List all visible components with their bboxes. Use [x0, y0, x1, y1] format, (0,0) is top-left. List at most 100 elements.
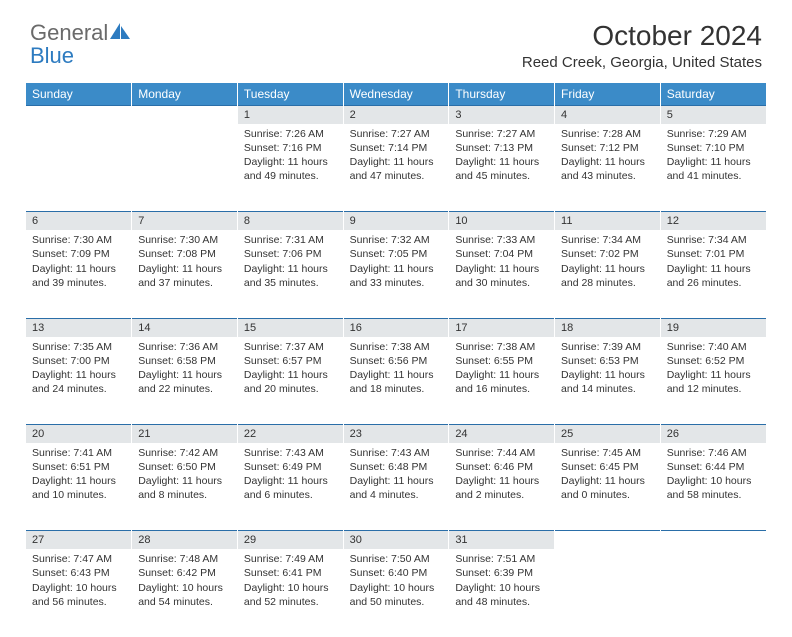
day-number-cell: 21	[132, 425, 238, 443]
sunset-line: Sunset: 7:00 PM	[32, 354, 125, 368]
day-number-cell: 24	[449, 425, 555, 443]
weekday-header: Sunday	[26, 83, 132, 106]
sunset-line: Sunset: 6:42 PM	[138, 566, 231, 580]
sunrise-line: Sunrise: 7:50 AM	[350, 552, 443, 566]
day-content-cell	[660, 549, 766, 637]
day-content-cell: Sunrise: 7:45 AMSunset: 6:45 PMDaylight:…	[555, 443, 661, 531]
weekday-header: Tuesday	[237, 83, 343, 106]
daylight-line: Daylight: 10 hours and 56 minutes.	[32, 581, 125, 609]
daylight-line: Daylight: 11 hours and 16 minutes.	[455, 368, 548, 396]
day-number-cell: 9	[343, 212, 449, 230]
day-content-cell: Sunrise: 7:33 AMSunset: 7:04 PMDaylight:…	[449, 230, 555, 318]
sunset-line: Sunset: 6:41 PM	[244, 566, 337, 580]
sunset-line: Sunset: 7:04 PM	[455, 247, 548, 261]
sunrise-line: Sunrise: 7:29 AM	[667, 127, 760, 141]
sunset-line: Sunset: 6:44 PM	[667, 460, 760, 474]
day-content-cell	[132, 124, 238, 212]
day-content-cell: Sunrise: 7:51 AMSunset: 6:39 PMDaylight:…	[449, 549, 555, 637]
daylight-line: Daylight: 11 hours and 35 minutes.	[244, 262, 337, 290]
sunset-line: Sunset: 6:55 PM	[455, 354, 548, 368]
day-number-cell: 23	[343, 425, 449, 443]
day-number-cell: 15	[237, 318, 343, 336]
day-number-cell: 30	[343, 531, 449, 549]
sunset-line: Sunset: 6:58 PM	[138, 354, 231, 368]
day-content-cell: Sunrise: 7:43 AMSunset: 6:48 PMDaylight:…	[343, 443, 449, 531]
daylight-line: Daylight: 10 hours and 52 minutes.	[244, 581, 337, 609]
sunset-line: Sunset: 7:09 PM	[32, 247, 125, 261]
logo-sail-icon	[109, 22, 131, 40]
sunset-line: Sunset: 6:50 PM	[138, 460, 231, 474]
daylight-line: Daylight: 11 hours and 18 minutes.	[350, 368, 443, 396]
day-content-cell: Sunrise: 7:32 AMSunset: 7:05 PMDaylight:…	[343, 230, 449, 318]
day-number-cell	[132, 106, 238, 124]
day-content-cell: Sunrise: 7:43 AMSunset: 6:49 PMDaylight:…	[237, 443, 343, 531]
day-content-cell: Sunrise: 7:38 AMSunset: 6:55 PMDaylight:…	[449, 337, 555, 425]
day-number-cell: 7	[132, 212, 238, 230]
day-number-cell: 6	[26, 212, 132, 230]
day-number-cell: 16	[343, 318, 449, 336]
day-number-cell: 25	[555, 425, 661, 443]
day-number-cell: 26	[660, 425, 766, 443]
daylight-line: Daylight: 11 hours and 4 minutes.	[350, 474, 443, 502]
sunset-line: Sunset: 7:01 PM	[667, 247, 760, 261]
sunrise-line: Sunrise: 7:49 AM	[244, 552, 337, 566]
sunset-line: Sunset: 6:51 PM	[32, 460, 125, 474]
day-number-cell: 5	[660, 106, 766, 124]
day-number-cell: 11	[555, 212, 661, 230]
day-content-cell: Sunrise: 7:47 AMSunset: 6:43 PMDaylight:…	[26, 549, 132, 637]
sunset-line: Sunset: 6:39 PM	[455, 566, 548, 580]
location: Reed Creek, Georgia, United States	[522, 54, 762, 71]
sunset-line: Sunset: 6:56 PM	[350, 354, 443, 368]
daylight-line: Daylight: 11 hours and 26 minutes.	[667, 262, 760, 290]
sunrise-line: Sunrise: 7:46 AM	[667, 446, 760, 460]
day-number-cell: 4	[555, 106, 661, 124]
day-number-cell: 14	[132, 318, 238, 336]
day-content-cell: Sunrise: 7:39 AMSunset: 6:53 PMDaylight:…	[555, 337, 661, 425]
sunset-line: Sunset: 7:05 PM	[350, 247, 443, 261]
sunrise-line: Sunrise: 7:40 AM	[667, 340, 760, 354]
weekday-header: Monday	[132, 83, 238, 106]
sunset-line: Sunset: 6:40 PM	[350, 566, 443, 580]
sunset-line: Sunset: 7:14 PM	[350, 141, 443, 155]
day-content-cell: Sunrise: 7:36 AMSunset: 6:58 PMDaylight:…	[132, 337, 238, 425]
sunrise-line: Sunrise: 7:37 AM	[244, 340, 337, 354]
sunset-line: Sunset: 7:12 PM	[561, 141, 654, 155]
sunset-line: Sunset: 7:08 PM	[138, 247, 231, 261]
day-number-cell: 31	[449, 531, 555, 549]
logo-word2: Blue	[30, 43, 74, 68]
day-number-row: 6789101112	[26, 212, 766, 230]
daylight-line: Daylight: 11 hours and 2 minutes.	[455, 474, 548, 502]
sunrise-line: Sunrise: 7:33 AM	[455, 233, 548, 247]
day-content-cell: Sunrise: 7:30 AMSunset: 7:09 PMDaylight:…	[26, 230, 132, 318]
sunrise-line: Sunrise: 7:34 AM	[561, 233, 654, 247]
weekday-header-row: SundayMondayTuesdayWednesdayThursdayFrid…	[26, 83, 766, 106]
sunrise-line: Sunrise: 7:45 AM	[561, 446, 654, 460]
sunrise-line: Sunrise: 7:38 AM	[350, 340, 443, 354]
day-number-cell	[555, 531, 661, 549]
daylight-line: Daylight: 11 hours and 45 minutes.	[455, 155, 548, 183]
daylight-line: Daylight: 11 hours and 6 minutes.	[244, 474, 337, 502]
weekday-header: Thursday	[449, 83, 555, 106]
calendar-table: SundayMondayTuesdayWednesdayThursdayFrid…	[26, 83, 766, 637]
sunrise-line: Sunrise: 7:43 AM	[244, 446, 337, 460]
day-content-cell: Sunrise: 7:46 AMSunset: 6:44 PMDaylight:…	[660, 443, 766, 531]
day-content-cell: Sunrise: 7:37 AMSunset: 6:57 PMDaylight:…	[237, 337, 343, 425]
day-content-cell: Sunrise: 7:34 AMSunset: 7:02 PMDaylight:…	[555, 230, 661, 318]
daylight-line: Daylight: 11 hours and 14 minutes.	[561, 368, 654, 396]
weekday-header: Friday	[555, 83, 661, 106]
daylight-line: Daylight: 10 hours and 58 minutes.	[667, 474, 760, 502]
sunset-line: Sunset: 6:53 PM	[561, 354, 654, 368]
daylight-line: Daylight: 11 hours and 33 minutes.	[350, 262, 443, 290]
daylight-line: Daylight: 11 hours and 49 minutes.	[244, 155, 337, 183]
sunrise-line: Sunrise: 7:43 AM	[350, 446, 443, 460]
daylight-line: Daylight: 11 hours and 8 minutes.	[138, 474, 231, 502]
sunrise-line: Sunrise: 7:27 AM	[455, 127, 548, 141]
day-content-cell: Sunrise: 7:38 AMSunset: 6:56 PMDaylight:…	[343, 337, 449, 425]
sunset-line: Sunset: 6:48 PM	[350, 460, 443, 474]
sunrise-line: Sunrise: 7:47 AM	[32, 552, 125, 566]
sunrise-line: Sunrise: 7:34 AM	[667, 233, 760, 247]
sunrise-line: Sunrise: 7:39 AM	[561, 340, 654, 354]
day-content-cell: Sunrise: 7:50 AMSunset: 6:40 PMDaylight:…	[343, 549, 449, 637]
sunrise-line: Sunrise: 7:30 AM	[32, 233, 125, 247]
sunrise-line: Sunrise: 7:38 AM	[455, 340, 548, 354]
